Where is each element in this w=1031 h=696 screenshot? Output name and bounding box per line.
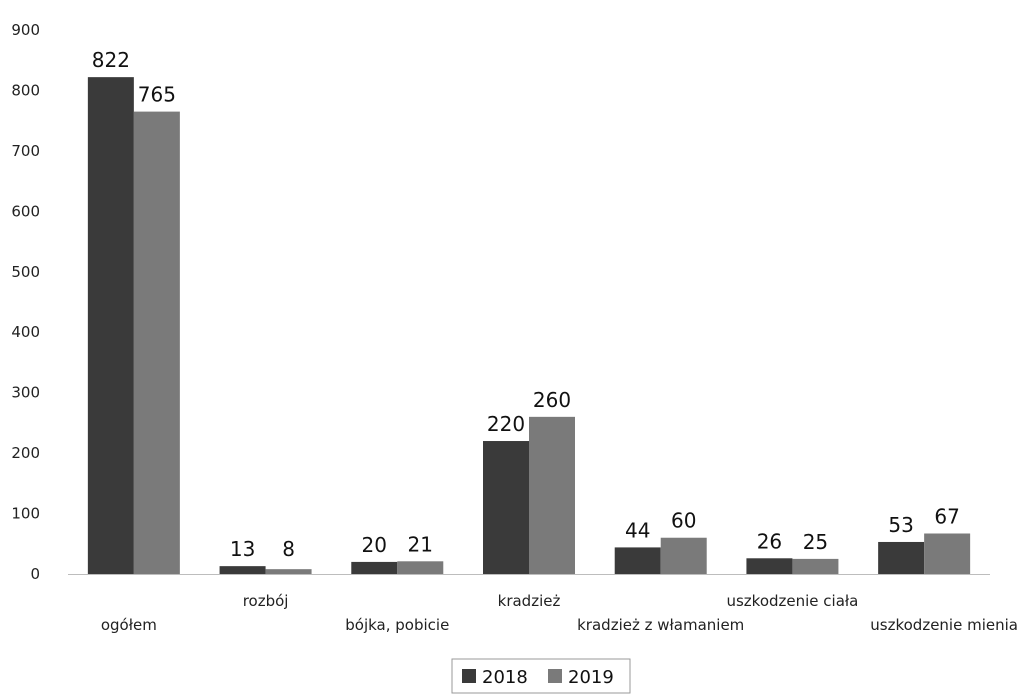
y-tick-label: 200 [11, 444, 40, 462]
bar-2019 [792, 558, 839, 574]
y-tick-label: 400 [11, 323, 40, 341]
y-tick-label: 0 [30, 565, 40, 583]
bars [87, 77, 971, 574]
data-label: 53 [888, 513, 913, 537]
y-tick-label: 300 [11, 384, 40, 402]
y-tick-label: 600 [11, 202, 40, 220]
bar-2018 [219, 566, 266, 574]
legend: 2018 2019 [451, 658, 631, 694]
legend-box [451, 658, 631, 694]
legend-label: 2019 [568, 667, 614, 688]
legend-swatch [548, 669, 562, 683]
y-tick-label: 100 [11, 505, 40, 523]
y-tick-label: 700 [11, 142, 40, 160]
x-category-label: rozbój [243, 592, 289, 610]
bar-2019 [265, 569, 312, 574]
x-category-label: ogółem [101, 616, 157, 634]
data-label: 67 [934, 505, 959, 529]
data-label: 60 [671, 509, 696, 533]
y-axis: 0 100 200 300 400 500 600 700 800 900 [11, 21, 40, 583]
data-label: 26 [757, 529, 782, 553]
y-tick-label: 900 [11, 21, 40, 39]
data-label: 20 [362, 533, 387, 557]
data-label: 765 [138, 83, 176, 107]
data-label: 220 [487, 412, 525, 436]
value-labels: 822 765 13 8 20 21 220 260 44 60 26 25 53 67 [92, 48, 960, 561]
x-axis: ogółem rozbój bójka, pobicie kradzież kradzi… [68, 574, 1018, 634]
y-tick-label: 800 [11, 81, 40, 99]
x-category-label: kradzież z włamaniem [577, 616, 744, 634]
data-label: 8 [282, 537, 295, 561]
data-label: 44 [625, 518, 650, 542]
bar-2018 [614, 547, 661, 574]
data-label: 822 [92, 48, 130, 72]
data-label: 260 [533, 388, 571, 412]
x-category-label: uszkodzenie ciała [726, 592, 858, 610]
bar-2019 [397, 561, 444, 574]
bar-2019 [133, 111, 180, 574]
bar-2019 [529, 416, 575, 574]
bar-2018 [87, 77, 134, 574]
bar-2018 [746, 558, 793, 574]
x-category-label: uszkodzenie mienia [870, 616, 1018, 634]
legend-swatch [462, 669, 476, 683]
bar-2019 [924, 533, 971, 574]
data-label: 25 [803, 530, 828, 554]
x-category-label: kradzież [498, 592, 561, 610]
data-label: 21 [408, 532, 433, 556]
data-label: 13 [230, 537, 255, 561]
bar-2018 [878, 541, 925, 574]
x-category-label: bójka, pobicie [345, 616, 449, 634]
y-tick-label: 500 [11, 263, 40, 281]
bar-2018 [483, 441, 529, 574]
legend-label: 2018 [482, 667, 528, 688]
bar-2018 [351, 561, 398, 574]
bar-2019 [660, 537, 707, 574]
